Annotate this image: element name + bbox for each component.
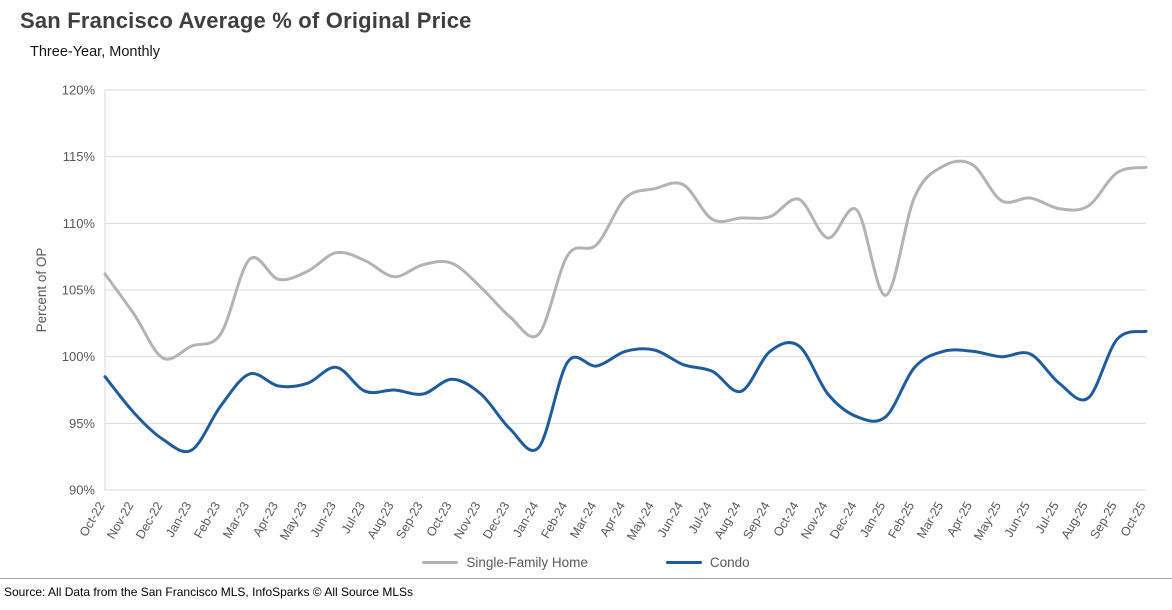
x-tick-label: Mar-23 — [220, 499, 252, 540]
x-axis-tick-labels: Oct-22Nov-22Dec-22Jan-23Feb-23Mar-23Apr-… — [77, 499, 1149, 542]
y-tick-label: 95% — [69, 416, 95, 431]
x-tick-label: Dec-22 — [133, 499, 165, 541]
x-tick-label: Dec-24 — [827, 499, 859, 541]
x-tick-label: Oct-22 — [77, 499, 108, 539]
x-tick-label: Jul-25 — [1033, 499, 1062, 536]
legend-item-condo: Condo — [665, 555, 750, 570]
x-tick-label: Jun-24 — [655, 499, 686, 539]
x-tick-label: Mar-25 — [914, 499, 946, 540]
y-tick-label: 110% — [63, 216, 96, 231]
y-tick-label: 100% — [62, 349, 96, 364]
x-tick-label: Feb-25 — [885, 499, 917, 540]
x-tick-label: Apr-25 — [944, 499, 975, 539]
legend: Single-Family Home Condo — [0, 555, 1172, 570]
x-tick-label: Sep-25 — [1087, 499, 1119, 541]
x-tick-label: Nov-22 — [104, 499, 136, 541]
x-tick-label: Mar-24 — [567, 499, 599, 540]
y-tick-label: 90% — [69, 483, 95, 498]
x-tick-label: Apr-24 — [597, 499, 628, 539]
x-tick-label: Oct-23 — [424, 499, 455, 539]
y-tick-label: 120% — [62, 83, 96, 98]
y-axis-title: Percent of OP — [34, 248, 49, 333]
x-tick-label: Aug-24 — [711, 499, 743, 541]
x-tick-label: Jun-23 — [308, 499, 339, 539]
chart-subtitle: Three-Year, Monthly — [30, 44, 161, 60]
x-tick-label: Sep-24 — [740, 499, 772, 541]
x-tick-label: Jul-23 — [339, 499, 368, 536]
legend-item-single-family-home: Single-Family Home — [422, 555, 588, 570]
x-tick-label: Dec-23 — [480, 499, 512, 541]
chart-title: San Francisco Average % of Original Pric… — [20, 8, 472, 33]
x-tick-label: Aug-23 — [364, 499, 396, 541]
x-tick-label: May-24 — [624, 499, 657, 542]
series-line-single-family-home — [103, 159, 1148, 361]
y-tick-label: 105% — [62, 283, 96, 298]
y-axis-tick-labels: 90% 95% 100% 105% 110% 115% 120% — [62, 83, 96, 498]
source-text: Source: All Data from the San Francisco … — [4, 585, 414, 599]
x-tick-label: Jun-25 — [1002, 499, 1033, 539]
x-tick-label: May-23 — [277, 499, 310, 542]
x-tick-label: Apr-23 — [250, 499, 281, 539]
gridlines — [105, 89, 1146, 491]
y-tick-label: 115% — [63, 149, 96, 164]
series-line-condo — [103, 329, 1148, 454]
x-tick-label: Feb-24 — [538, 499, 570, 540]
x-tick-label: Oct-24 — [771, 499, 802, 539]
legend-label-single-family-home: Single-Family Home — [466, 555, 588, 570]
x-tick-label: Aug-25 — [1058, 499, 1090, 541]
x-tick-label: Feb-23 — [191, 499, 223, 540]
x-tick-label: Sep-23 — [393, 499, 425, 541]
x-tick-label: Jan-23 — [163, 499, 194, 539]
condo-line-swatch — [665, 561, 702, 564]
x-tick-label: Jan-24 — [510, 499, 541, 539]
x-tick-label: Nov-23 — [451, 499, 483, 541]
x-tick-label: Nov-24 — [798, 499, 830, 541]
x-tick-label: Jul-24 — [686, 499, 715, 536]
x-tick-label: May-25 — [971, 499, 1004, 542]
x-tick-label: Jan-25 — [857, 499, 888, 539]
legend-label-condo: Condo — [709, 555, 750, 570]
single-family-home-line-swatch — [422, 561, 459, 564]
x-tick-label: Oct-25 — [1118, 499, 1149, 539]
line-chart: 90%95%100%105%110%115%120%Oct-22Nov-22De… — [34, 83, 1149, 543]
source-footer: Source: All Data from the San Francisco … — [0, 578, 1172, 599]
